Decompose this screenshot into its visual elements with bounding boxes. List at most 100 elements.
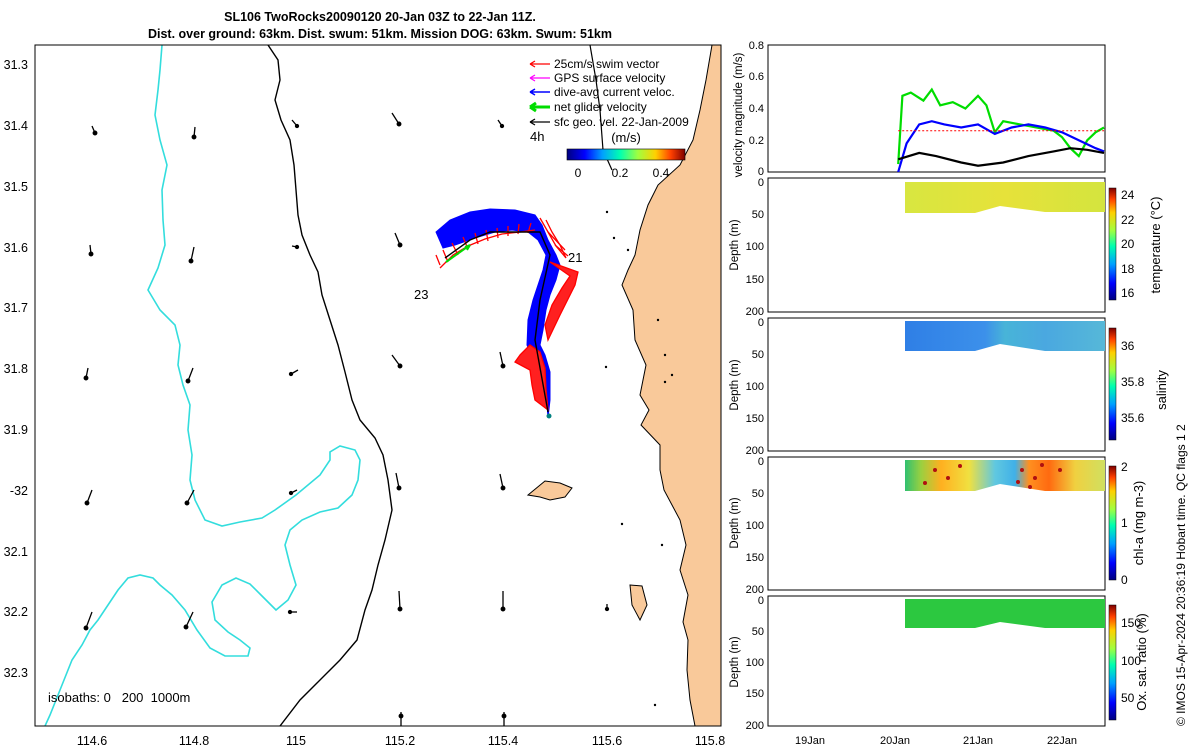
lat-tick: 32.3 bbox=[4, 666, 28, 680]
temp-depth-tick: 150 bbox=[746, 274, 764, 286]
chla-depth-tick: 200 bbox=[746, 584, 764, 596]
vel-ytick: 0.8 bbox=[749, 40, 764, 52]
chla-label: chl-a (mg m-3) bbox=[1131, 481, 1146, 566]
legend-gps-arrow bbox=[529, 74, 550, 82]
label-21: 21 bbox=[568, 250, 582, 265]
vel-ytick: 0.6 bbox=[749, 71, 764, 83]
chla-panel: Depth (m) 0 50 100 150 200 0 1 2 chl-a (… bbox=[729, 456, 1146, 596]
temp-cb-tick: 16 bbox=[1121, 286, 1135, 300]
speed-gradient bbox=[566, 148, 686, 161]
lat-tick: 31.9 bbox=[4, 423, 28, 437]
chla-depth-tick: 50 bbox=[752, 488, 764, 500]
temperature-label: temperature (°C) bbox=[1148, 197, 1163, 294]
salinity-label: salinity bbox=[1154, 370, 1169, 410]
lat-tick: 32.1 bbox=[4, 545, 28, 559]
speed-unit-label: (m/s) bbox=[611, 130, 641, 145]
net-glider-arrows bbox=[445, 244, 471, 263]
velocity-frame bbox=[767, 44, 1106, 173]
ox-cb-tick: 50 bbox=[1121, 691, 1135, 705]
sal-depth-tick: 150 bbox=[746, 413, 764, 425]
label-4h: 4h bbox=[530, 129, 544, 144]
salinity-panel: Depth (m) 0 50 100 150 200 35.6 35.8 36 … bbox=[729, 317, 1169, 457]
net-track bbox=[444, 231, 551, 413]
lat-tick: 31.5 bbox=[4, 180, 28, 194]
lon-tick: 115.2 bbox=[385, 734, 415, 748]
temp-cb-tick: 24 bbox=[1121, 188, 1135, 202]
velocity-ylabel: velocity magnitude (m/s) bbox=[733, 53, 745, 178]
map-panel: 23 21 4h isobaths: 0 200 1000m 25cm/s sw… bbox=[4, 44, 725, 748]
lon-tick: 115.6 bbox=[592, 734, 622, 748]
label-23: 23 bbox=[414, 287, 428, 302]
temp-cb-tick: 22 bbox=[1121, 213, 1135, 227]
island bbox=[526, 480, 573, 501]
speed-tick-0: 0 bbox=[575, 166, 582, 180]
chart-subtitle: Dist. over ground: 63km. Dist. swum: 51k… bbox=[148, 27, 612, 41]
land bbox=[621, 45, 721, 726]
chart-title: SL106 TwoRocks20090120 20-Jan 03Z to 22-… bbox=[224, 10, 536, 24]
legend-swim-label: 25cm/s swim vector bbox=[554, 57, 659, 71]
lon-tick: 114.8 bbox=[179, 734, 209, 748]
chla-colorbar bbox=[1108, 465, 1117, 581]
footer-credit: © IMOS 15-Apr-2024 20:36:19 Hobart time.… bbox=[1174, 424, 1188, 726]
lon-tick: 115.4 bbox=[488, 734, 518, 748]
temp-depth-tick: 100 bbox=[746, 241, 764, 253]
oxygen-label: Ox. sat. ratio (%) bbox=[1134, 613, 1149, 711]
ox-depth-tick: 50 bbox=[752, 626, 764, 638]
legend-net-label: net glider velocity bbox=[554, 100, 647, 114]
legend-dive-label: dive-avg current veloc. bbox=[554, 85, 675, 99]
lon-tick: 115 bbox=[286, 734, 306, 748]
velocity-panel: velocity magnitude (m/s) 0 0.2 0.4 0.6 0… bbox=[733, 40, 1106, 178]
sal-cb-tick: 36 bbox=[1121, 339, 1135, 353]
legend-gps-label: GPS surface velocity bbox=[554, 71, 665, 85]
ox-depth-tick: 200 bbox=[746, 720, 764, 732]
map-lon-ticks: 114.6 114.8 115 115.2 115.4 115.6 115.8 bbox=[77, 734, 725, 748]
sal-depth-tick: 100 bbox=[746, 381, 764, 393]
sal-depth-tick: 0 bbox=[758, 317, 764, 329]
lat-tick: -32 bbox=[10, 484, 28, 498]
ox-cb-tick: 150 bbox=[1121, 616, 1141, 630]
chla-depth-tick: 150 bbox=[746, 552, 764, 564]
ox-colorbar bbox=[1108, 604, 1117, 721]
lat-tick: 31.7 bbox=[4, 301, 28, 315]
chla-depth-tick: 0 bbox=[758, 456, 764, 468]
ox-depth-label: Depth (m) bbox=[729, 636, 741, 687]
oxygen-section bbox=[905, 599, 1105, 628]
lat-tick: 31.8 bbox=[4, 362, 28, 376]
sal-colorbar bbox=[1108, 327, 1117, 441]
sal-cb-tick: 35.6 bbox=[1121, 411, 1145, 425]
velocity-series-line bbox=[897, 147, 1105, 167]
temperature-panel: Depth (m) 0 50 100 150 200 16 18 20 22 2… bbox=[729, 177, 1163, 318]
ox-cb-tick: 100 bbox=[1121, 654, 1141, 668]
temperature-section bbox=[905, 182, 1105, 213]
temp-depth-tick: 200 bbox=[746, 306, 764, 318]
island-2 bbox=[629, 584, 648, 622]
speed-colorbar: (m/s) 0 0.2 0.4 bbox=[566, 130, 686, 180]
temp-cb-tick: 20 bbox=[1121, 237, 1135, 251]
velocity-series-line bbox=[897, 87, 1105, 165]
legend-dive-arrow bbox=[529, 88, 550, 96]
vel-ytick: 0.2 bbox=[749, 135, 764, 147]
oxygen-panel: Depth (m) 0 50 100 150 200 50 100 150 Ox… bbox=[729, 595, 1149, 732]
speed-tick-2: 0.4 bbox=[653, 166, 670, 180]
lat-tick: 31.4 bbox=[4, 119, 28, 133]
time-ticks: 19Jan 20Jan 21Jan 22Jan bbox=[795, 735, 1077, 747]
vel-ytick: 0.4 bbox=[749, 103, 764, 115]
salinity-section bbox=[905, 321, 1105, 351]
chla-depth-label: Depth (m) bbox=[729, 497, 741, 548]
time-tick: 19Jan bbox=[795, 735, 825, 747]
chla-cb-tick: 2 bbox=[1121, 460, 1128, 474]
sal-cb-tick: 35.8 bbox=[1121, 375, 1145, 389]
sal-depth-tick: 200 bbox=[746, 445, 764, 457]
chla-section bbox=[905, 460, 1105, 491]
ox-depth-tick: 150 bbox=[746, 688, 764, 700]
velocity-series bbox=[897, 87, 1105, 173]
chla-cb-tick: 1 bbox=[1121, 516, 1128, 530]
legend-sfc-arrow bbox=[529, 118, 550, 126]
isobaths-label: isobaths: 0 200 1000m bbox=[48, 690, 190, 705]
map-lat-ticks: 31.3 31.4 31.5 31.6 31.7 31.8 31.9 -32 3… bbox=[4, 58, 28, 680]
map-background bbox=[35, 45, 721, 726]
lat-tick: 32.2 bbox=[4, 605, 28, 619]
time-tick: 21Jan bbox=[963, 735, 993, 747]
map-legend: 25cm/s swim vector GPS surface velocity … bbox=[529, 57, 689, 129]
